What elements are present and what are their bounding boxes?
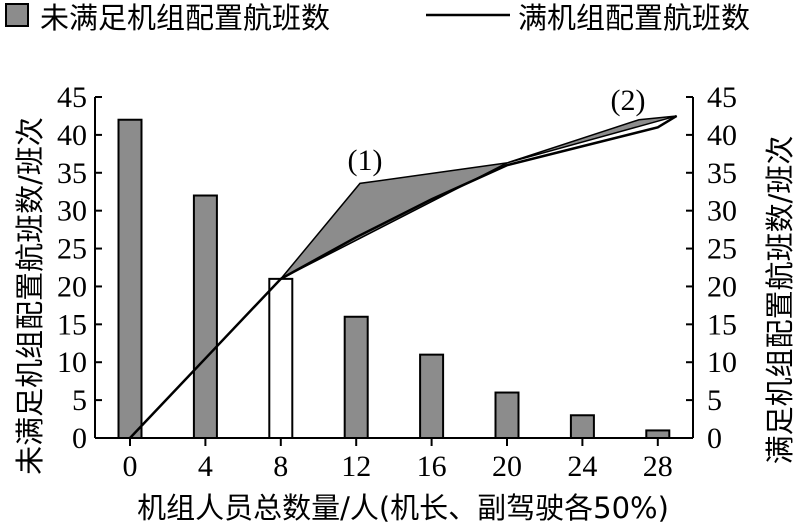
line-series (129, 114, 678, 439)
legend-bar-swatch (5, 3, 29, 27)
x-tick-label-24: 24 (567, 450, 597, 483)
bars (117, 118, 671, 439)
x-tick-label-0: 0 (123, 450, 138, 483)
y-right-tick-label-40: 40 (707, 119, 737, 152)
y-right-tick-label-5: 5 (707, 384, 722, 417)
x-tick-label-20: 20 (492, 450, 522, 483)
y-left-tick-label-25: 25 (57, 233, 87, 266)
legend-bar-label: 未满足机组配置航班数 (40, 1, 330, 35)
shaded-regions (280, 115, 677, 280)
bar-24 (569, 414, 595, 439)
line-series-path (129, 114, 678, 439)
bar-4 (192, 194, 218, 439)
region-label-2: (2) (611, 84, 646, 117)
y-right-tick-label-25: 25 (707, 233, 737, 266)
y-right-tick-label-20: 20 (707, 270, 737, 303)
shaded-region-1 (280, 162, 508, 280)
region-label-1: (1) (348, 144, 383, 177)
y-left-tick-label-35: 35 (57, 157, 87, 190)
shaded-region-2 (506, 115, 677, 164)
y-right-tick-label-35: 35 (707, 157, 737, 190)
bar-8 (268, 277, 294, 439)
bar-16 (419, 353, 445, 439)
bar-0 (117, 118, 143, 439)
x-axis-title: 机组人员总数量/人(机长、副驾驶各50%) (137, 491, 669, 525)
x-tick-label-8: 8 (273, 450, 288, 483)
y-left-tick-label-20: 20 (57, 270, 87, 303)
bar-12 (343, 315, 369, 439)
y-left-tick-label-45: 45 (57, 81, 87, 114)
y-right-tick-label-45: 45 (707, 81, 737, 114)
y-axis-left-title: 未满足机组配置航班数/班次 (13, 117, 47, 475)
legend-line-label: 满机组配置航班数 (518, 1, 750, 35)
y-right-tick-label-10: 10 (707, 346, 737, 379)
bar-20 (494, 391, 520, 439)
y-left-tick-label-0: 0 (72, 422, 87, 455)
y-right-tick-label-30: 30 (707, 195, 737, 228)
y-axis-right-title: 满足机组配置航班数/班次 (763, 136, 797, 465)
axes: 0 0 5 5 10 10 15 15 20 20 25 25 30 30 35 35 40 40 45 45 0 4 8 1… (57, 81, 737, 483)
y-left-tick-label-40: 40 (57, 119, 87, 152)
y-right-tick-label-0: 0 (707, 422, 722, 455)
region-labels: (1) (2) (348, 84, 646, 177)
bar-28 (645, 429, 671, 439)
x-tick-label-4: 4 (198, 450, 213, 483)
y-right-tick-label-15: 15 (707, 308, 737, 341)
x-tick-label-16: 16 (417, 450, 447, 483)
x-tick-label-28: 28 (643, 450, 673, 483)
x-tick-label-12: 12 (341, 450, 371, 483)
y-left-tick-label-30: 30 (57, 195, 87, 228)
y-left-tick-label-10: 10 (57, 346, 87, 379)
y-left-tick-label-5: 5 (72, 384, 87, 417)
legend: 未满足机组配置航班数 满机组配置航班数 (5, 1, 750, 35)
y-left-tick-label-15: 15 (57, 308, 87, 341)
